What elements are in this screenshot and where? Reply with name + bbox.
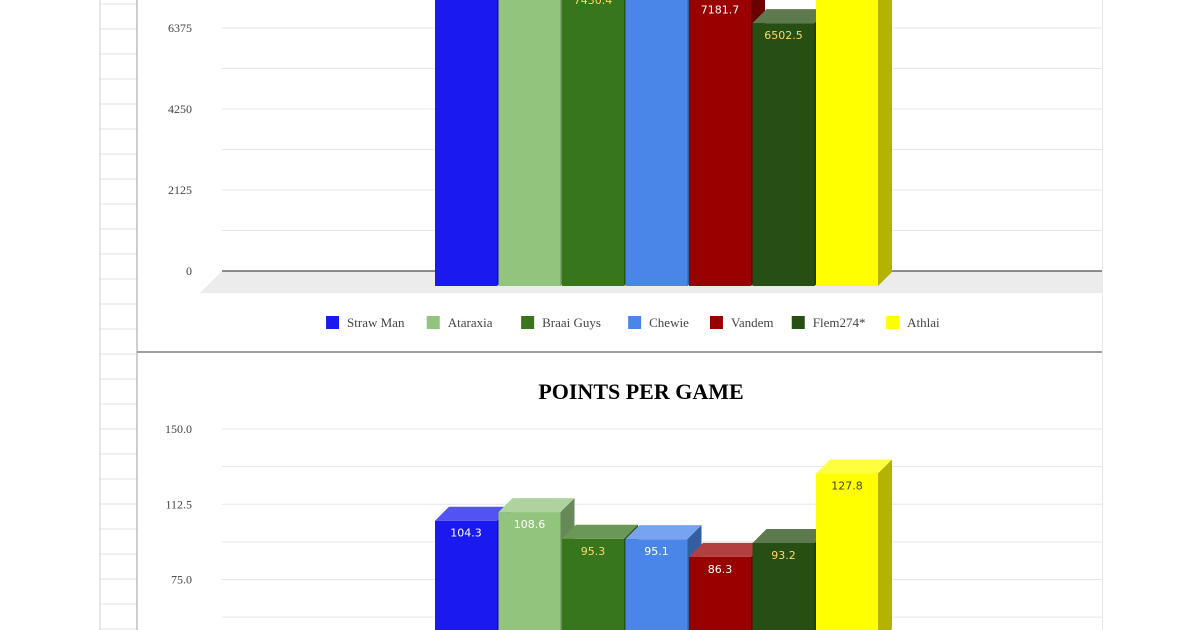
bar	[816, 473, 878, 630]
y-tick-label: 2125	[168, 183, 192, 197]
bar-top-face	[689, 542, 765, 557]
y-tick-label: 0	[186, 264, 192, 278]
legend-label: Vandem	[731, 315, 774, 330]
legend-item: Ataraxia	[426, 315, 493, 330]
legend-item: Flem274*	[791, 315, 866, 330]
bar-top-face	[498, 498, 575, 513]
legend-label: Straw Man	[347, 315, 405, 330]
bar-data-label: 95.3	[581, 545, 606, 558]
legend-label: Athlai	[907, 315, 940, 330]
y-tick-label: 6375	[168, 21, 192, 35]
legend-item: Athlai	[886, 315, 940, 330]
legend-swatch	[628, 316, 642, 329]
legend-item: Chewie	[628, 315, 689, 330]
bar-data-label: 86.3	[708, 563, 733, 576]
bar-data-label: 7430.4	[574, 0, 613, 7]
legend-swatch	[426, 316, 440, 329]
bar	[816, 0, 878, 286]
bar-top-face	[435, 506, 511, 521]
y-tick-label: 150.0	[165, 422, 192, 436]
legend-item: Braai Guys	[521, 315, 601, 330]
bar	[498, 0, 561, 286]
bar-data-label: 95.1	[644, 545, 669, 558]
bar-side-face	[878, 0, 892, 286]
bar	[625, 0, 688, 286]
bar-group: 108.6	[498, 498, 575, 630]
legend-label: Braai Guys	[542, 315, 601, 330]
legend-label: Flem274*	[813, 315, 866, 330]
legend-item: Straw Man	[326, 315, 405, 330]
bar-data-label: 108.6	[514, 518, 546, 531]
bar	[498, 512, 561, 630]
bar-top-face	[752, 528, 829, 543]
bar	[752, 23, 815, 286]
y-tick-label: 4250	[168, 102, 192, 116]
bar-group: 127.8	[816, 459, 892, 630]
bar	[435, 0, 497, 286]
bar-top-face	[625, 525, 702, 540]
bar	[562, 538, 624, 630]
bar-group	[816, 0, 892, 286]
legend-item: Vandem	[709, 315, 774, 330]
bar	[625, 539, 688, 630]
legend-swatch	[791, 316, 805, 329]
legend-swatch	[326, 316, 340, 329]
bar	[752, 542, 815, 630]
y-tick-label: 112.5	[165, 497, 192, 511]
legend-label: Chewie	[649, 315, 689, 330]
legend-label: Ataraxia	[448, 315, 493, 330]
bar-data-label: 93.2	[771, 549, 796, 562]
y-tick-label: 75.0	[171, 573, 192, 587]
legend-swatch	[709, 316, 723, 329]
bar	[435, 520, 497, 630]
bar	[689, 556, 751, 630]
bar-side-face	[878, 459, 892, 630]
bar	[562, 0, 624, 287]
bar-top-face	[562, 524, 638, 539]
total-points-chart: 02125425063757932.77631.07430.47699.3718…	[136, 0, 1102, 353]
bar-data-label: 7181.7	[701, 3, 740, 16]
points-per-game-chart: 75.0 112.5 150.0 POINTS PER GAME 104.3 108.6 9…	[136, 353, 1102, 630]
bar-top-face	[752, 9, 829, 24]
bar-top-face	[816, 459, 892, 474]
bar	[689, 0, 751, 287]
bar-data-label: 127.8	[831, 480, 863, 493]
legend-swatch	[521, 316, 535, 329]
bar-data-label: 6502.5	[764, 29, 803, 42]
chart-title: POINTS PER GAME	[538, 379, 743, 404]
bar-data-label: 104.3	[450, 527, 482, 540]
legend-swatch	[886, 316, 900, 329]
